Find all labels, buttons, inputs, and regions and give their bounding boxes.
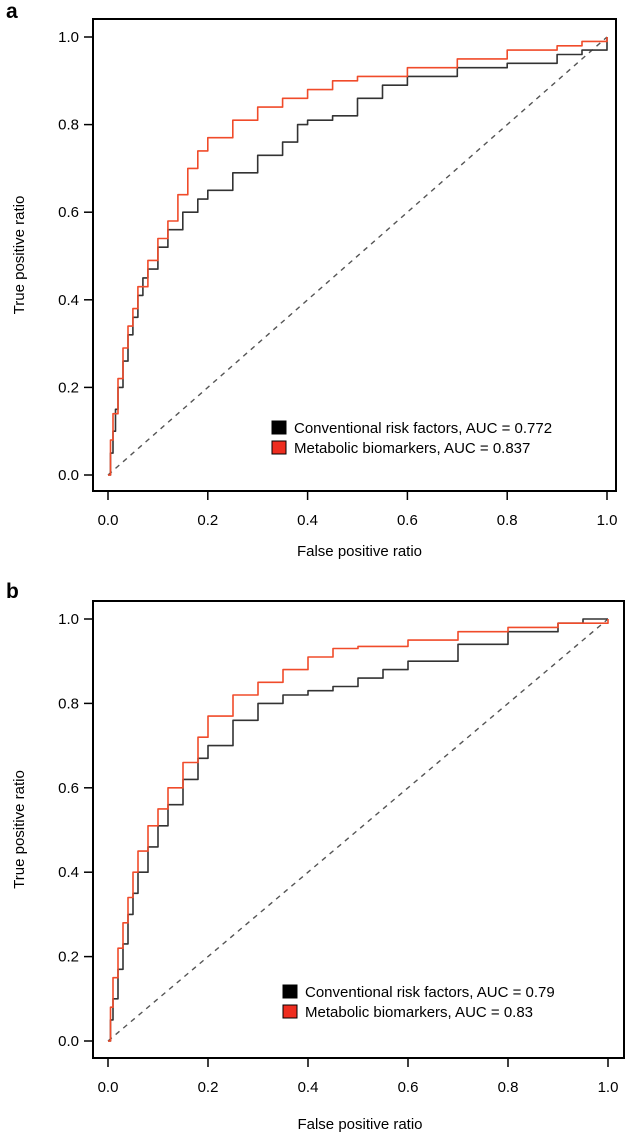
- y-tick-label: 0.4: [58, 292, 79, 309]
- y-tick-label: 0.0: [58, 467, 79, 484]
- y-axis-label: True positive ratio: [11, 770, 28, 889]
- x-tick-label: 0.6: [398, 1079, 419, 1096]
- chart-panel-a: a 0.0 0.2 0.4 0.6 0.8 1.0 0.0 0.2 0.4 0.6 0.8 1.0 Fa…: [0, 0, 629, 568]
- y-tick-label: 1.0: [58, 29, 79, 46]
- y-tick-label: 0.8: [58, 695, 79, 712]
- x-axis-label: False positive ratio: [297, 1116, 422, 1133]
- legend-entry: Conventional risk factors, AUC = 0.772: [294, 420, 552, 437]
- x-tick-label: 0.0: [98, 512, 119, 529]
- x-tick-label: 1.0: [598, 1079, 619, 1096]
- y-tick-label: 0.8: [58, 117, 79, 134]
- y-axis-label: True positive ratio: [11, 196, 28, 315]
- chart-panel-b: b 0.0 0.2 0.4 0.6 0.8 1.0 0.0 0.2 0.4 0.6 0.8 1.0 Fa…: [0, 580, 629, 1136]
- x-tick-label: 0.0: [98, 1079, 119, 1096]
- y-tick-label: 0.6: [58, 780, 79, 797]
- y-tick-label: 0.2: [58, 949, 79, 966]
- x-tick-label: 0.4: [297, 512, 318, 529]
- x-tick-label: 0.8: [497, 512, 518, 529]
- x-tick-label: 0.2: [198, 1079, 219, 1096]
- x-tick-label: 0.2: [197, 512, 218, 529]
- x-tick-label: 1.0: [597, 512, 618, 529]
- y-tick-label: 0.6: [58, 204, 79, 221]
- legend-swatch: [272, 441, 286, 454]
- legend-entry: Metabolic biomarkers, AUC = 0.837: [294, 440, 530, 457]
- legend-swatch: [283, 985, 297, 998]
- roc-chart-a: 0.0 0.2 0.4 0.6 0.8 1.0 0.0 0.2 0.4 0.6 0.8 1.0 Fals…: [0, 0, 629, 568]
- y-tick-label: 1.0: [58, 611, 79, 628]
- x-tick-label: 0.4: [298, 1079, 319, 1096]
- y-tick-label: 0.0: [58, 1033, 79, 1050]
- x-tick-label: 0.6: [397, 512, 418, 529]
- legend-entry: Metabolic biomarkers, AUC = 0.83: [305, 1004, 533, 1021]
- y-tick-label: 0.4: [58, 864, 79, 881]
- legend-swatch: [283, 1005, 297, 1018]
- legend-swatch: [272, 421, 286, 434]
- x-tick-label: 0.8: [498, 1079, 519, 1096]
- roc-chart-b: 0.0 0.2 0.4 0.6 0.8 1.0 0.0 0.2 0.4 0.6 0.8 1.0 Fals…: [0, 580, 629, 1136]
- legend-entry: Conventional risk factors, AUC = 0.79: [305, 984, 555, 1001]
- x-axis-label: False positive ratio: [297, 543, 422, 560]
- y-tick-label: 0.2: [58, 379, 79, 396]
